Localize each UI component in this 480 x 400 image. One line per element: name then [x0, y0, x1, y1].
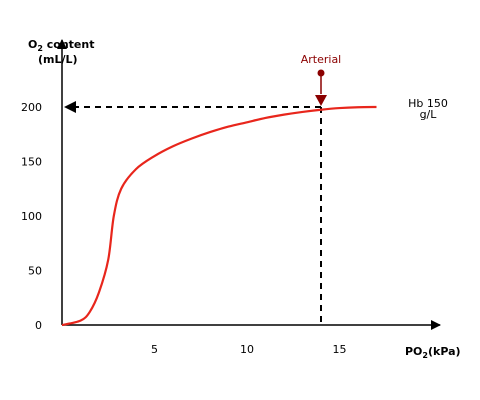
- curve-label-units: g/L: [420, 108, 438, 121]
- arterial-horizontal-arrowhead: [64, 101, 76, 113]
- arterial-label: Arterial: [301, 53, 342, 66]
- x-tick-label: 15: [333, 343, 347, 356]
- y-tick-label: 0: [35, 319, 42, 332]
- arterial-guides: [64, 101, 322, 325]
- y-tick-label: 200: [21, 101, 42, 114]
- axes: [57, 39, 441, 330]
- series-group: [61, 105, 377, 327]
- y-axis-title-units: (mL/L): [38, 53, 78, 66]
- x-axis-title: PO2(kPa): [405, 345, 461, 360]
- series-line: [61, 105, 377, 327]
- x-tick-label: 5: [151, 343, 158, 356]
- y-tick-label: 100: [21, 210, 42, 223]
- arterial-arrowhead: [315, 95, 327, 106]
- y-tick-label: 150: [21, 156, 42, 169]
- curve-label: Hb 150: [408, 97, 448, 110]
- y-tick-label: 50: [28, 265, 42, 278]
- y-axis-title: O2 content: [28, 38, 94, 53]
- x-tick-label: 10: [240, 343, 254, 356]
- tick-labels: 0 50 100 150 200 5 10 15: [21, 101, 347, 356]
